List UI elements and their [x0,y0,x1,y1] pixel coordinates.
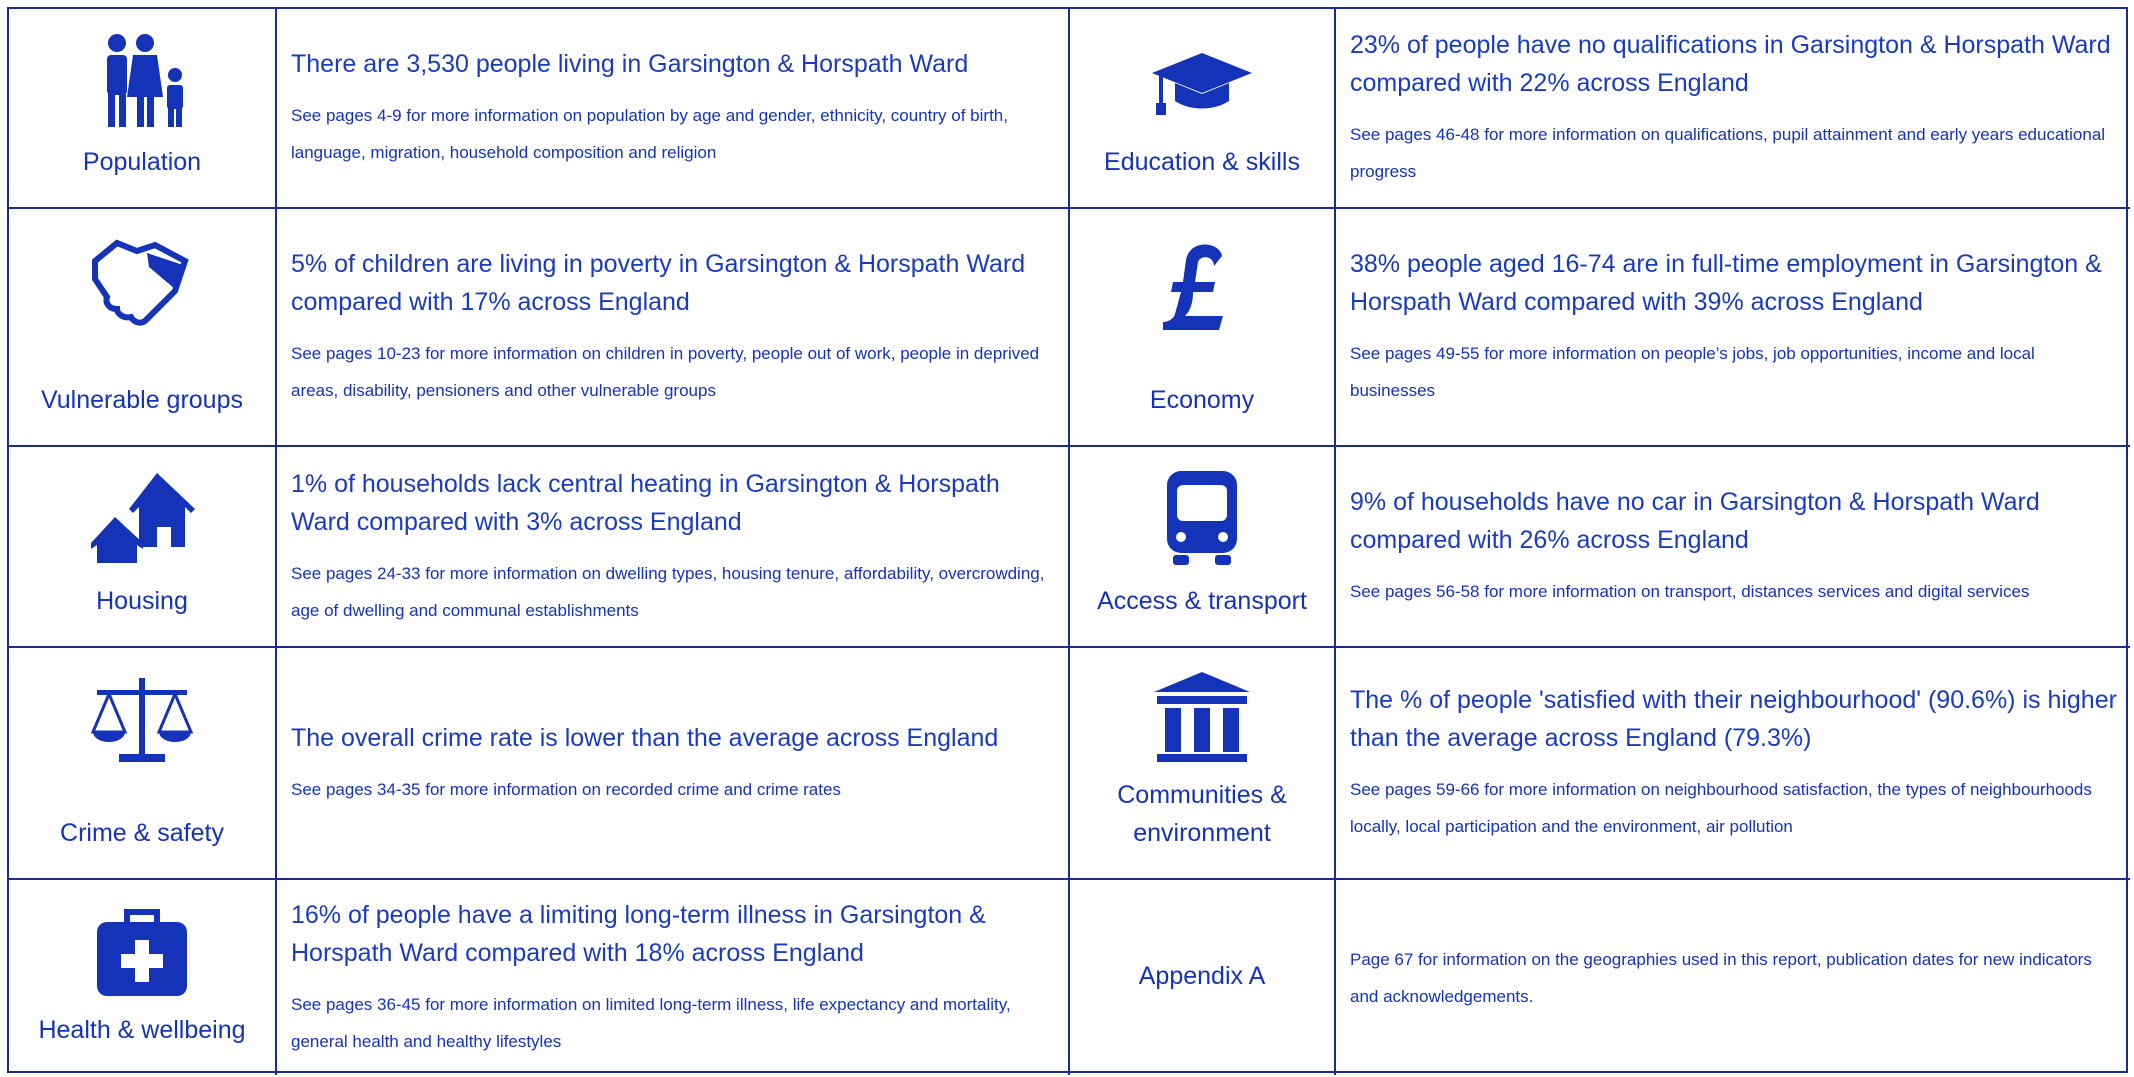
communities-icon [1154,672,1250,762]
topic-cell: Population [9,9,277,209]
text-cell: The % of people 'satisfied with their ne… [1336,648,2130,880]
education-icon [1152,53,1252,115]
headline: 16% of people have a limiting long-term … [291,900,986,967]
detail: See pages 4-9 for more information on po… [291,106,1008,162]
text-cell: 1% of households lack central heating in… [277,447,1070,648]
headline: 1% of households lack central heating in… [291,469,1000,536]
headline: 9% of households have no car in Garsingt… [1350,488,2040,554]
detail: Page 67 for information on the geographi… [1350,949,2092,1006]
topic-label: Economy [1149,386,1255,414]
text-cell: The overall crime rate is lower than the… [277,648,1070,880]
headline: There are 3,530 people living in Garsing… [291,50,969,78]
topic-cell: Crime & safety [9,648,277,880]
topic-label: Appendix A [1138,961,1266,990]
topic-cell: Communities & environment [1070,648,1336,880]
text-cell: There are 3,530 people living in Garsing… [277,9,1070,209]
detail: See pages 56-58 for more information on … [1350,582,2030,601]
text-cell: Page 67 for information on the geographi… [1336,880,2130,1075]
topic-cell: Economy [1070,209,1336,447]
detail: See pages 46-48 for more information on … [1350,125,2106,181]
topic-label: Health & wellbeing [38,1016,246,1044]
topic-cell: Education & skills [1070,9,1336,209]
population-icon [107,34,183,127]
detail: See pages 34-35 for more information on … [291,779,841,799]
topic-label: Access & transport [1097,587,1307,615]
text-cell: 16% of people have a limiting long-term … [277,880,1070,1075]
detail: See pages 10-23 for more information on … [291,344,1040,400]
summary-table: Population There are 3,530 people living … [7,7,2130,1075]
text-cell: 23% of people have no qualifications in … [1336,9,2130,209]
headline: 23% of people have no qualifications in … [1350,31,2111,97]
housing-icon [91,473,195,563]
vulnerable-icon [92,239,189,326]
text-cell: 38% people aged 16-74 are in full-time e… [1336,209,2130,447]
health-icon [97,909,187,996]
topic-cell: Appendix A [1070,880,1336,1075]
topic-cell: Vulnerable groups [9,209,277,447]
headline: The overall crime rate is lower than the… [291,723,999,752]
topic-cell: Housing [9,447,277,648]
detail: See pages 24-33 for more information on … [291,563,1045,620]
detail: See pages 49-55 for more information on … [1350,344,2035,400]
topic-label: Communities & environment [1117,781,1287,847]
economy-icon [1163,244,1223,330]
transport-icon [1167,471,1237,565]
topic-label: Education & skills [1104,148,1300,176]
crime-icon [90,678,194,762]
topic-label: Population [82,148,202,176]
detail: See pages 36-45 for more information on … [291,994,1011,1051]
topic-cell: Access & transport [1070,447,1336,648]
headline: The % of people 'satisfied with their ne… [1350,686,2117,752]
headline: 5% of children are living in poverty in … [291,250,1026,316]
text-cell: 5% of children are living in poverty in … [277,209,1070,447]
topic-cell: Health & wellbeing [9,880,277,1075]
headline: 38% people aged 16-74 are in full-time e… [1350,250,2102,316]
detail: See pages 59-66 for more information on … [1350,780,2092,836]
topic-label: Crime & safety [60,819,224,847]
topic-label: Vulnerable groups [41,386,243,414]
text-cell: 9% of households have no car in Garsingt… [1336,447,2130,648]
topic-label: Housing [96,587,188,615]
